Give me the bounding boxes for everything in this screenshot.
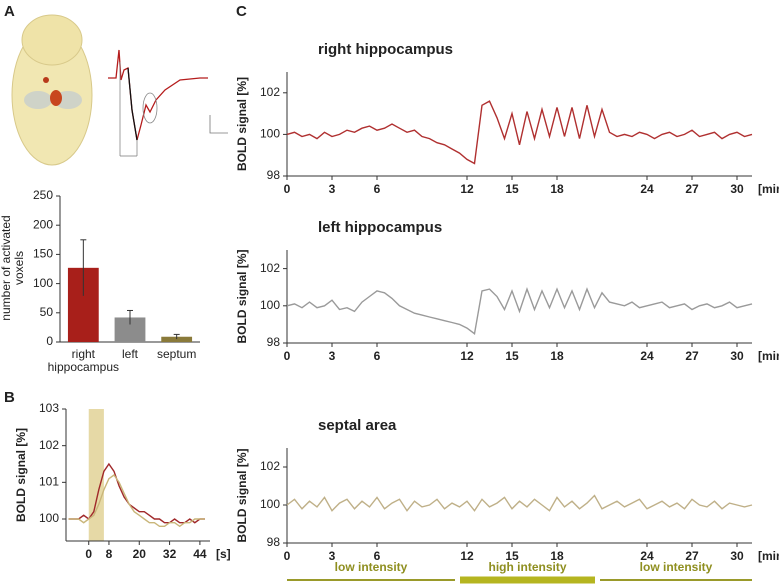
- bar: [161, 336, 193, 342]
- y-tick-label: 100: [260, 497, 280, 511]
- chart-title: septal area: [318, 417, 397, 434]
- y-tick-label: 102: [39, 438, 59, 452]
- x-tick-label: 18: [550, 182, 564, 196]
- x-tick-label: 12: [460, 349, 474, 363]
- x-tick-label: 18: [550, 549, 564, 563]
- y-axis-label: number of activated voxels: [0, 215, 26, 321]
- y-tick-label: 103: [39, 401, 59, 415]
- x-tick-label: 3: [329, 182, 336, 196]
- x-tick-label: 24: [640, 349, 654, 363]
- data-line: [68, 462, 205, 524]
- y-tick-label: 101: [39, 475, 59, 489]
- x-tick-label: 6: [374, 349, 381, 363]
- brain-image: [11, 14, 93, 166]
- x-axis-label: [min]: [758, 349, 779, 363]
- y-tick-label: 100: [33, 276, 53, 290]
- x-tick-label: 8: [106, 547, 113, 561]
- x-tick-label: 3: [329, 549, 336, 563]
- x-tick-label: 6: [374, 549, 381, 563]
- data-line: [68, 474, 205, 528]
- x-tick-label: 0: [85, 547, 92, 561]
- protocol-label: high intensity: [489, 560, 567, 574]
- x-tick-label: 24: [640, 549, 654, 563]
- x-axis-label: [s]: [216, 547, 231, 561]
- x-tick-label: 15: [505, 349, 519, 363]
- x-tick-label: 18: [550, 349, 564, 363]
- panel-letter: A: [4, 3, 15, 20]
- protocol-label: low intensity: [640, 560, 713, 574]
- y-tick-label: 98: [267, 335, 281, 349]
- waveform-inset: [108, 49, 228, 157]
- x-tick-label: 3: [329, 349, 336, 363]
- y-tick-label: 0: [46, 334, 53, 348]
- chart-title: left hippocampus: [318, 219, 442, 236]
- y-tick-label: 98: [267, 168, 281, 182]
- y-tick-label: 100: [260, 127, 280, 141]
- x-tick-label: 32: [163, 547, 177, 561]
- x-tick-label: 0: [284, 182, 291, 196]
- panel-letter: B: [4, 389, 15, 406]
- x-tick-label: 24: [640, 182, 654, 196]
- x-axis-label: [min]: [758, 182, 779, 196]
- x-tick-label: left: [121, 347, 138, 361]
- x-tick-label: 15: [505, 549, 519, 563]
- y-axis-label: BOLD signal [%]: [235, 448, 249, 542]
- x-tick-label: septum: [156, 347, 197, 361]
- y-tick-label: 250: [33, 188, 53, 202]
- y-tick-label: 50: [40, 305, 54, 319]
- x-tick-label: 27: [685, 349, 699, 363]
- protocol-label: low intensity: [335, 560, 408, 574]
- y-tick-label: 100: [39, 511, 59, 525]
- x-tick-label: 0: [284, 349, 291, 363]
- x-tick-label: 20: [133, 547, 147, 561]
- x-tick-label: 6: [374, 182, 381, 196]
- x-tick-label: 15: [505, 182, 519, 196]
- x-tick-label: right hippocampus: [47, 347, 120, 374]
- data-line: [286, 286, 753, 335]
- stimulus-period: [88, 409, 104, 541]
- data-line: [286, 100, 753, 165]
- y-axis-label: BOLD signal [%]: [235, 249, 249, 343]
- y-axis-label: BOLD signal [%]: [14, 428, 28, 522]
- y-tick-label: 100: [260, 298, 280, 312]
- y-tick-label: 102: [260, 85, 280, 99]
- x-tick-label: 27: [685, 549, 699, 563]
- x-tick-label: 27: [685, 182, 699, 196]
- x-tick-label: 0: [284, 549, 291, 563]
- x-tick-label: 12: [460, 549, 474, 563]
- x-tick-label: 30: [730, 182, 744, 196]
- chart-title: right hippocampus: [318, 41, 453, 58]
- y-tick-label: 200: [33, 217, 53, 231]
- y-axis-label: BOLD signal [%]: [235, 77, 249, 171]
- y-tick-label: 102: [260, 261, 280, 275]
- x-tick-label: 12: [460, 182, 474, 196]
- x-tick-label: 44: [193, 547, 207, 561]
- panel-letter: C: [236, 3, 247, 20]
- x-tick-label: 30: [730, 549, 744, 563]
- data-line: [286, 494, 753, 512]
- y-tick-label: 102: [260, 459, 280, 473]
- y-tick-label: 98: [267, 535, 281, 549]
- x-axis-label: [min]: [758, 549, 779, 563]
- x-tick-label: 30: [730, 349, 744, 363]
- y-tick-label: 150: [33, 247, 53, 261]
